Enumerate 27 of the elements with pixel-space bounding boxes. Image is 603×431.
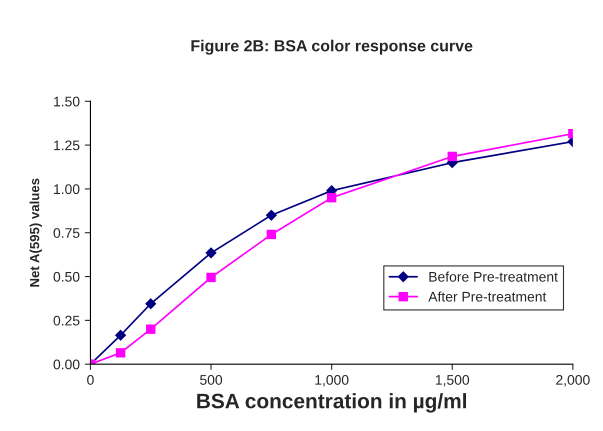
x-tick-label: 1,500	[436, 374, 470, 386]
point	[448, 152, 457, 162]
y-tick-label: 1.50	[54, 96, 80, 106]
x-tick-label: 2,000	[556, 374, 590, 386]
x-axis-title: BSA concentration in µg/ml	[197, 393, 466, 413]
point	[206, 247, 216, 258]
y-tick-label: 0.00	[54, 360, 80, 370]
legend-label: Before Pre-treatment	[429, 272, 558, 282]
point	[206, 272, 216, 282]
point	[326, 193, 336, 202]
point	[266, 230, 276, 240]
y-tick-label: 0.75	[54, 228, 80, 238]
x-tick-label: 1,000	[315, 374, 348, 386]
point	[146, 324, 156, 334]
point	[145, 298, 156, 310]
y-axis-title: Net A(595) values	[30, 178, 42, 287]
y-tick-label: 0.25	[54, 316, 80, 326]
point	[116, 348, 126, 358]
legend-label: After Pre-treatment	[428, 291, 546, 302]
y-tick-label: 1.00	[54, 184, 80, 194]
chart-title: Figure 2B: BSA color response curve	[191, 40, 472, 55]
y-tick-label: 1.25	[54, 140, 80, 150]
point	[266, 210, 277, 221]
x-tick-label: 500	[200, 374, 222, 385]
y-tick-label: 0.50	[54, 272, 80, 282]
point	[115, 330, 126, 341]
x-tick-label: 0	[87, 374, 94, 385]
